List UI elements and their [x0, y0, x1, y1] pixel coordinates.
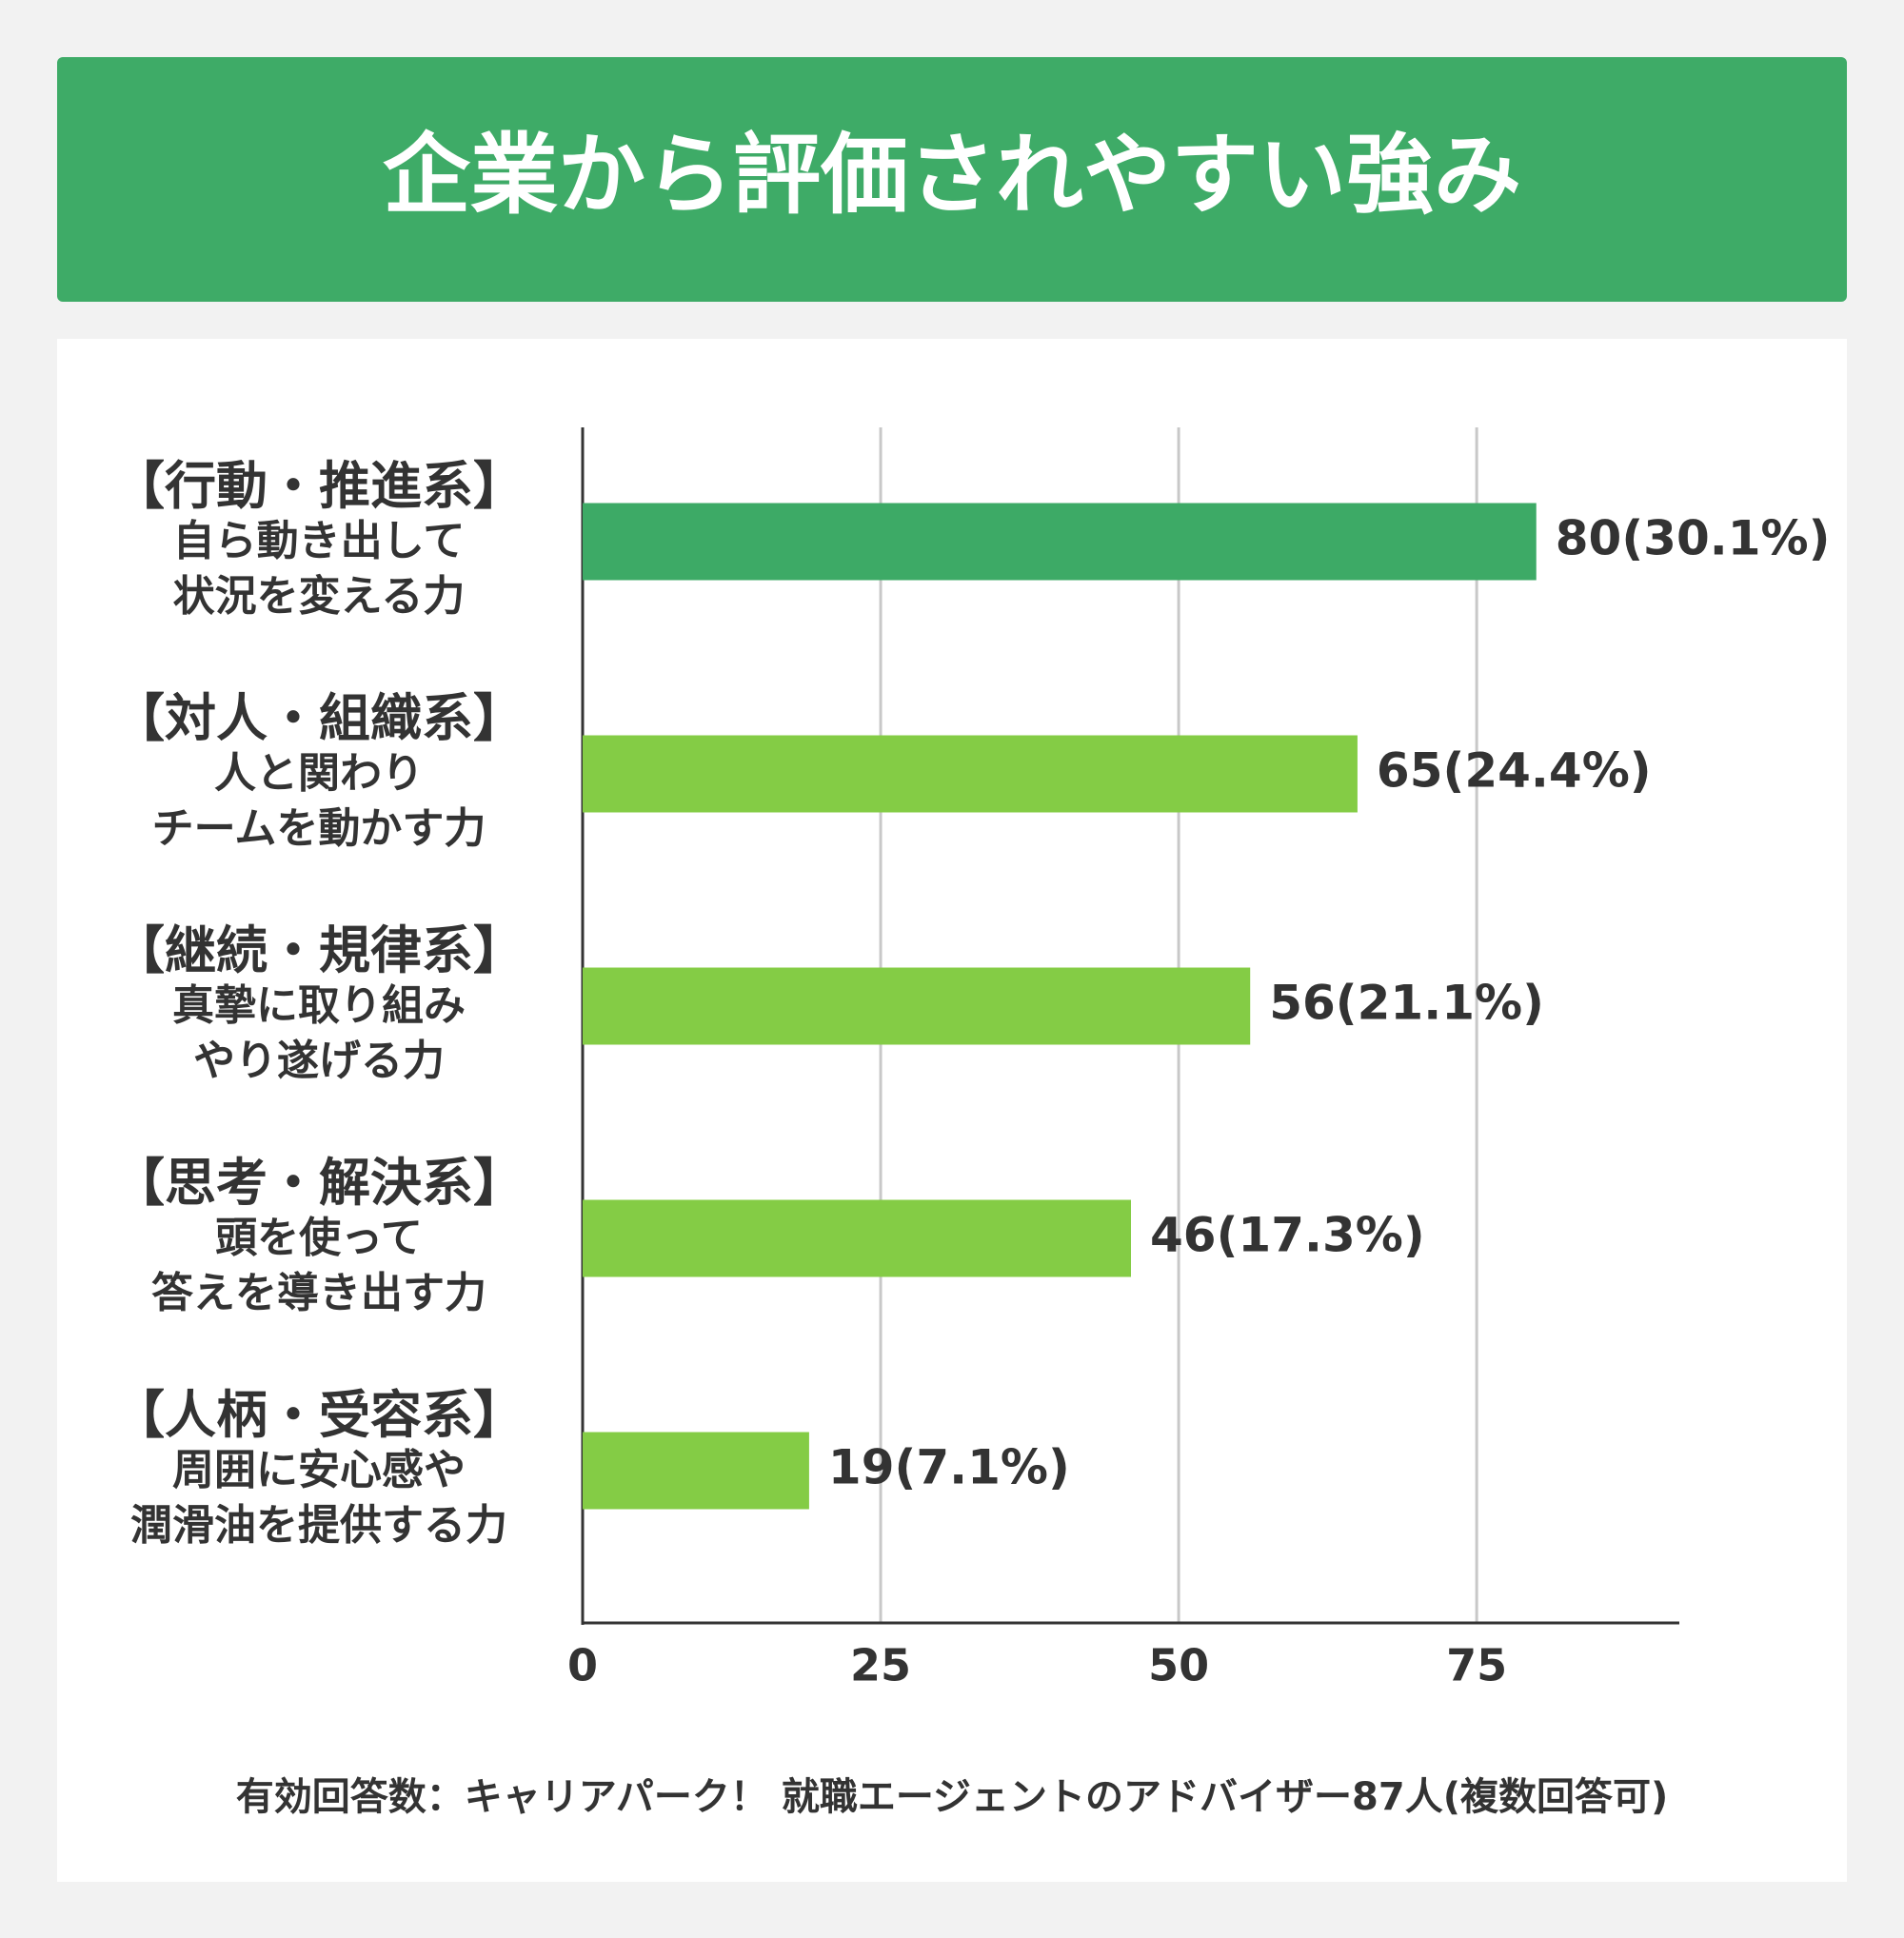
x-tick-label: 25 — [850, 1640, 911, 1691]
category-label: 【対人・組織系】 人と関わり チームを動かす力 — [113, 688, 525, 854]
x-tick-label: 50 — [1148, 1640, 1209, 1691]
bar — [583, 967, 1251, 1045]
bar — [583, 503, 1537, 581]
plot-panel — [57, 339, 1847, 1882]
x-tick-label: 0 — [567, 1640, 598, 1691]
chart-title: 企業から評価されやすい強み — [383, 124, 1521, 226]
category-label: 【思考・解決系】 頭を使って 答えを導き出す力 — [113, 1153, 525, 1318]
title-banner — [57, 57, 1847, 302]
category-label: 【継続・規律系】 真摯に取り組み やり遂げる力 — [113, 920, 525, 1086]
category-label: 【行動・推進系】 自ら動き出して 状況を変える力 — [113, 456, 525, 622]
note: 有効回答数：キャリアパーク！ 就職エージェントのアドバイザー87人(複数回答可) — [236, 1775, 1669, 1819]
category-label: 【人柄・受容系】 周囲に安心感や 潤滑油を提供する力 — [113, 1385, 525, 1551]
value-label: 46(17.3%) — [1150, 1208, 1425, 1263]
bar — [583, 1199, 1131, 1277]
bar — [583, 1432, 809, 1510]
bar — [583, 735, 1358, 813]
value-label: 80(30.1%) — [1556, 511, 1831, 566]
value-label: 56(21.1%) — [1269, 976, 1544, 1031]
value-label: 19(7.1%) — [828, 1440, 1070, 1495]
value-label: 65(24.4%) — [1377, 743, 1652, 799]
x-tick-label: 75 — [1446, 1640, 1507, 1691]
